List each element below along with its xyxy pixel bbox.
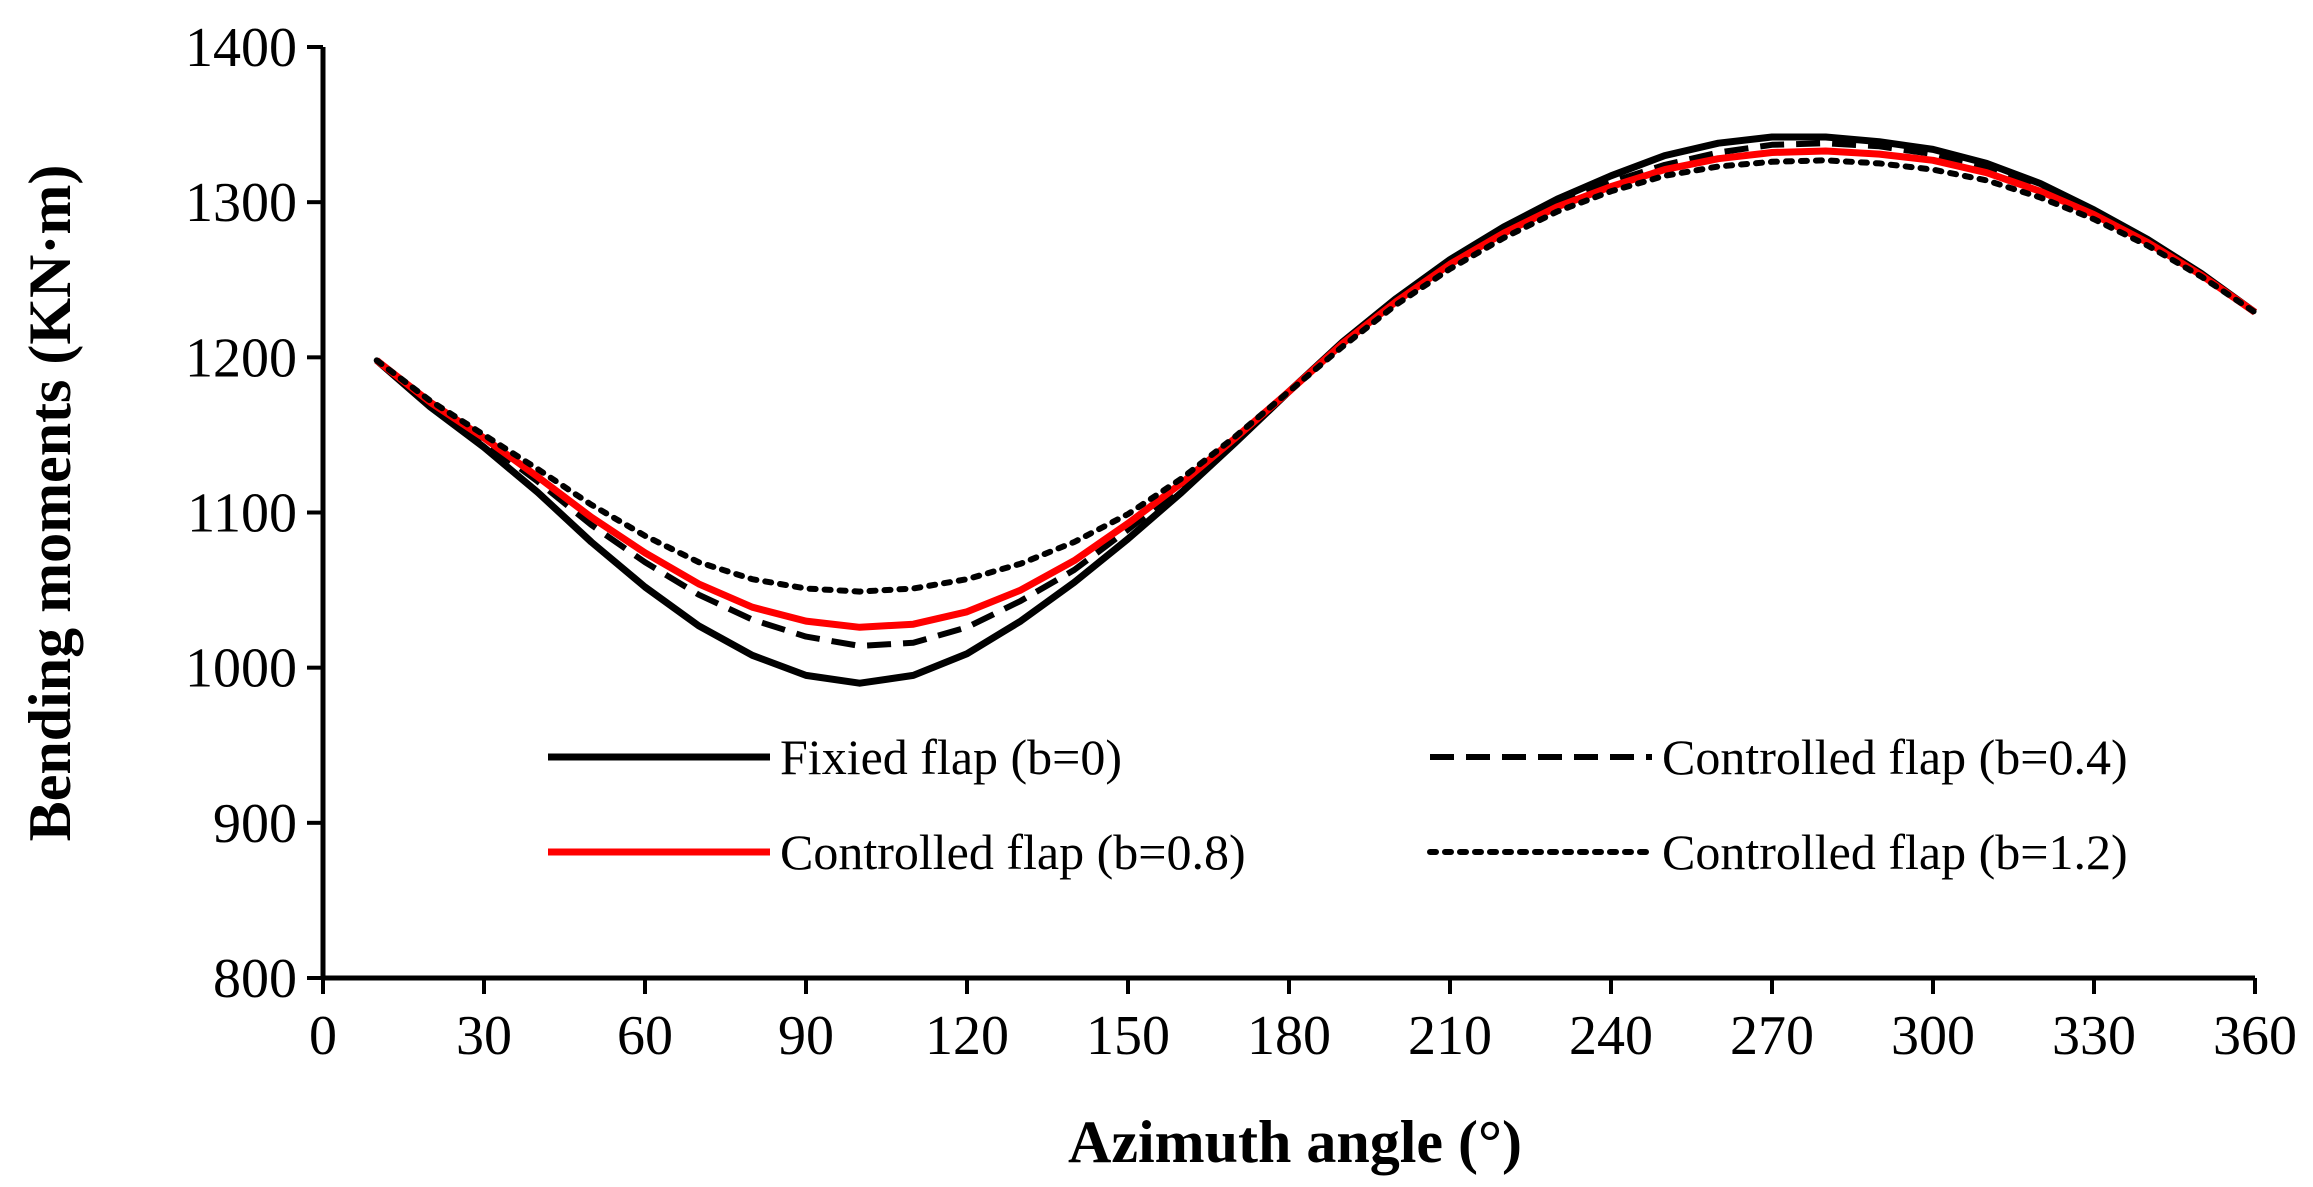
x-tick-label: 150	[1086, 1005, 1170, 1067]
x-tick-label: 300	[1891, 1005, 1975, 1067]
y-tick-label: 1300	[185, 172, 297, 234]
y-tick-label: 1000	[185, 638, 297, 700]
y-tick-label: 1400	[185, 17, 297, 79]
x-tick-label: 30	[456, 1005, 512, 1067]
legend-label-4: Controlled flap (b=1.2)	[1662, 824, 2128, 880]
x-tick-label: 60	[617, 1005, 673, 1067]
y-tick-label: 1100	[187, 483, 297, 545]
y-tick-label: 900	[213, 793, 297, 855]
x-tick-label: 180	[1247, 1005, 1331, 1067]
legend: Fixied flap (b=0) Controlled flap (b=0.4)…	[548, 729, 2128, 880]
series-line-2	[374, 140, 2257, 649]
x-axis-title: Azimuth angle (°)	[1068, 1109, 1522, 1175]
plot-series	[373, 133, 2258, 687]
y-axis-title: Bending moments (KN·m)	[17, 165, 83, 842]
x-tick-label: 360	[2213, 1005, 2297, 1067]
legend-label-3: Controlled flap (b=0.8)	[780, 824, 1246, 880]
legend-label-1: Fixied flap (b=0)	[780, 729, 1122, 785]
series-line-4	[373, 157, 2258, 595]
legend-label-2: Controlled flap (b=0.4)	[1662, 729, 2128, 785]
x-tick-label: 90	[778, 1005, 834, 1067]
series-line-3	[374, 147, 2257, 631]
series-line-1	[374, 133, 2258, 687]
x-tick-label: 330	[2052, 1005, 2136, 1067]
x-tick-label: 240	[1569, 1005, 1653, 1067]
x-tick-label: 210	[1408, 1005, 1492, 1067]
y-tick-label: 800	[213, 948, 297, 1010]
x-tick-label: 270	[1730, 1005, 1814, 1067]
x-tick-label: 120	[925, 1005, 1009, 1067]
y-tick-label: 1200	[185, 327, 297, 389]
axes: 800 900 1000 1100 1200 1300 1400 0 30 60 90 120 150 1…	[185, 17, 2297, 1067]
x-tick-label: 0	[309, 1005, 337, 1067]
